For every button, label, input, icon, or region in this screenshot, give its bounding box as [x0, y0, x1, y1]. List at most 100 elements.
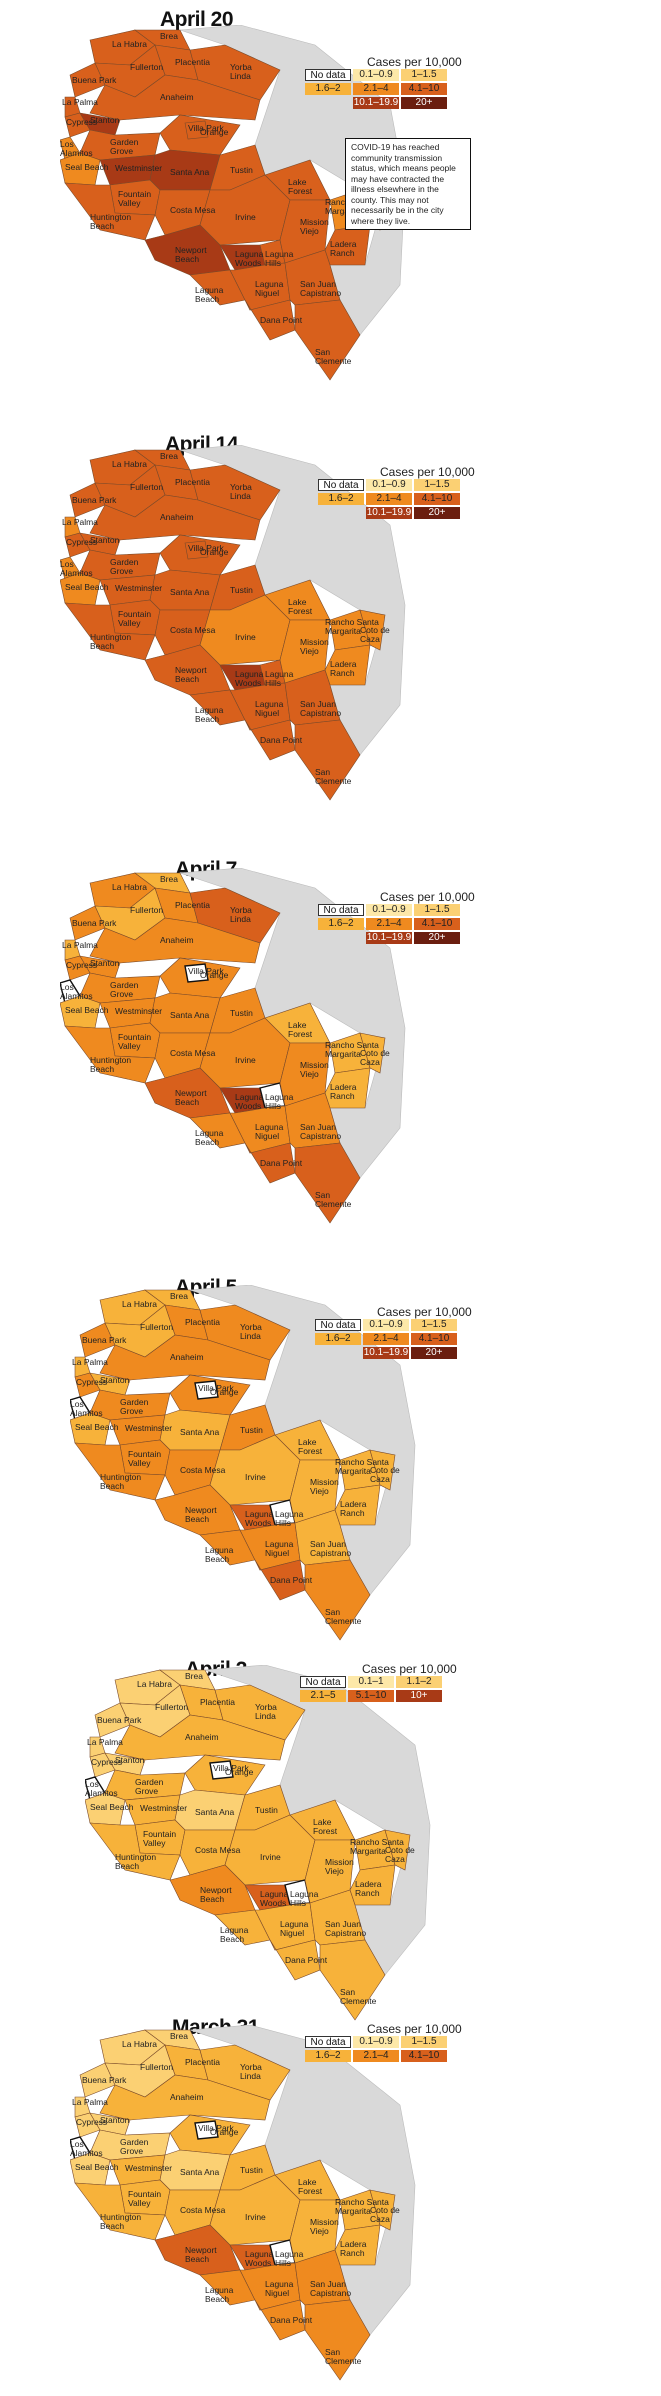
region-seal-beach	[70, 2152, 111, 2186]
place-label-lake-forest: Lake Forest	[313, 1817, 338, 1836]
place-label-laguna-woods: Laguna Woods	[260, 1889, 289, 1908]
place-label-buena-park: Buena Park	[72, 918, 117, 928]
legend-header: Cases per 10,000	[377, 1305, 472, 1319]
legend-header: Cases per 10,000	[380, 890, 475, 904]
legend-swatch: 0.1–0.9	[353, 69, 399, 81]
place-label-huntington-beach: Huntington Beach	[100, 2212, 141, 2231]
place-label-villa-park: Villa Park	[188, 966, 224, 976]
region-san-clemente	[294, 1142, 361, 1224]
place-label-mission-viejo: Mission Viejo	[325, 1857, 354, 1876]
region-coto-de-caza	[384, 1829, 411, 1871]
legend-swatch: 20+	[414, 507, 460, 519]
region-huntington-beach	[64, 182, 156, 241]
place-label-los-alamitos: Los Alamitos	[70, 2139, 103, 2158]
region-seal-beach	[60, 995, 101, 1029]
legend-swatch: 10.1–19.9	[366, 507, 412, 519]
place-label-fullerton: Fullerton	[130, 905, 163, 915]
place-label-tustin: Tustin	[240, 1425, 263, 1435]
place-label-laguna-beach: Laguna Beach	[205, 2285, 234, 2304]
legend-swatch: 10.1–19.9	[366, 932, 412, 944]
place-label-san-clemente: San Clemente	[315, 1190, 352, 1209]
region-seal-beach	[85, 1792, 126, 1826]
place-label-placentia: Placentia	[185, 2057, 220, 2067]
region-mission-viejo	[279, 1042, 331, 1107]
place-label-laguna-beach: Laguna Beach	[195, 705, 224, 724]
place-label-stanton: Stanton	[115, 1755, 145, 1765]
place-label-yorba-linda: Yorba Linda	[240, 1322, 262, 1341]
region-yorba-linda	[189, 44, 281, 101]
region-san-clemente	[304, 1559, 371, 1641]
place-label-dana-point: Dana Point	[285, 1955, 328, 1965]
region-yorba-linda	[189, 887, 281, 944]
place-label-fullerton: Fullerton	[130, 62, 163, 72]
place-label-laguna-niguel: Laguna Niguel	[280, 1919, 309, 1938]
place-label-laguna-hills: Laguna Hills	[265, 249, 294, 268]
place-label-la-palma: La Palma	[62, 97, 98, 107]
place-label-westminster: Westminster	[140, 1803, 187, 1813]
legend-no-data: No data	[305, 2036, 351, 2048]
region-huntington-beach	[64, 602, 156, 661]
region-coto-de-caza	[369, 2189, 396, 2231]
legend-swatch: 2.1–4	[363, 1333, 409, 1345]
region-newport-beach	[144, 224, 231, 276]
legend-swatch: 1.6–2	[305, 2050, 351, 2062]
place-label-brea: Brea	[160, 874, 178, 884]
place-label-cypress: Cypress	[91, 1757, 122, 1767]
place-label-seal-beach: Seal Beach	[75, 1422, 119, 1432]
legend-swatch: 1–1.5	[401, 2036, 447, 2048]
place-label-brea: Brea	[160, 451, 178, 461]
place-label-la-habra: La Habra	[122, 1299, 157, 1309]
legend-swatch: 1–1.5	[414, 904, 460, 916]
legend-swatch: 2.1–4	[366, 918, 412, 930]
legend-swatch: 0.1–1	[348, 1676, 394, 1688]
place-label-anaheim: Anaheim	[160, 92, 194, 102]
place-label-orange: Orange	[210, 1387, 239, 1397]
region-san-clemente	[294, 299, 361, 381]
region-coto-de-caza	[359, 609, 386, 651]
place-label-yorba-linda: Yorba Linda	[230, 905, 252, 924]
place-label-newport-beach: Newport Beach	[200, 1885, 232, 1904]
place-label-fountain-valley: Fountain Valley	[118, 1032, 151, 1051]
region-huntington-beach	[74, 2182, 166, 2241]
place-label-costa-mesa: Costa Mesa	[180, 1465, 226, 1475]
place-label-fullerton: Fullerton	[155, 1702, 188, 1712]
legend-swatch: 10+	[396, 1690, 442, 1702]
region-mission-viejo	[289, 2199, 341, 2264]
place-label-los-alamitos: Los Alamitos	[60, 139, 93, 158]
region-newport-beach	[169, 1864, 256, 1916]
place-label-orange: Orange	[210, 2127, 239, 2137]
place-label-dana-point: Dana Point	[260, 1158, 303, 1168]
legend-header: Cases per 10,000	[367, 2022, 462, 2036]
place-label-la-palma: La Palma	[62, 940, 98, 950]
place-label-newport-beach: Newport Beach	[175, 665, 207, 684]
legend-swatch: 10.1–19.9	[353, 97, 399, 109]
place-label-laguna-woods: Laguna Woods	[245, 2249, 274, 2268]
legend-swatch: 1–1.5	[411, 1319, 457, 1331]
place-label-huntington-beach: Huntington Beach	[115, 1852, 156, 1871]
place-label-placentia: Placentia	[175, 57, 210, 67]
legend-swatch: 2.1–4	[353, 2050, 399, 2062]
place-label-la-palma: La Palma	[62, 517, 98, 527]
legend: Cases per 10,000 No data 0.1–1 1.1–2 2.1–5 5.…	[300, 1662, 460, 1722]
legend-swatch: 4.1–10	[414, 918, 460, 930]
region-seal-beach	[60, 152, 101, 186]
place-label-san-juan-capistrano: San Juan Capistrano	[300, 279, 341, 298]
place-label-laguna-woods: Laguna Woods	[235, 249, 264, 268]
panel-date-title: April 20	[160, 8, 234, 31]
place-label-stanton: Stanton	[100, 2115, 130, 2125]
region-san-clemente	[304, 2299, 371, 2381]
place-label-fullerton: Fullerton	[140, 1322, 173, 1332]
legend-swatch: 4.1–10	[414, 493, 460, 505]
region-dana-point	[254, 2299, 306, 2341]
place-label-san-clemente: San Clemente	[315, 347, 352, 366]
place-label-newport-beach: Newport Beach	[175, 1088, 207, 1107]
place-label-orange: Orange	[200, 970, 229, 980]
place-label-irvine: Irvine	[260, 1852, 281, 1862]
legend-swatch: 0.1–0.9	[353, 2036, 399, 2048]
place-label-fountain-valley: Fountain Valley	[143, 1829, 176, 1848]
place-label-laguna-hills: Laguna Hills	[275, 2249, 304, 2268]
legend-no-data: No data	[318, 904, 364, 916]
